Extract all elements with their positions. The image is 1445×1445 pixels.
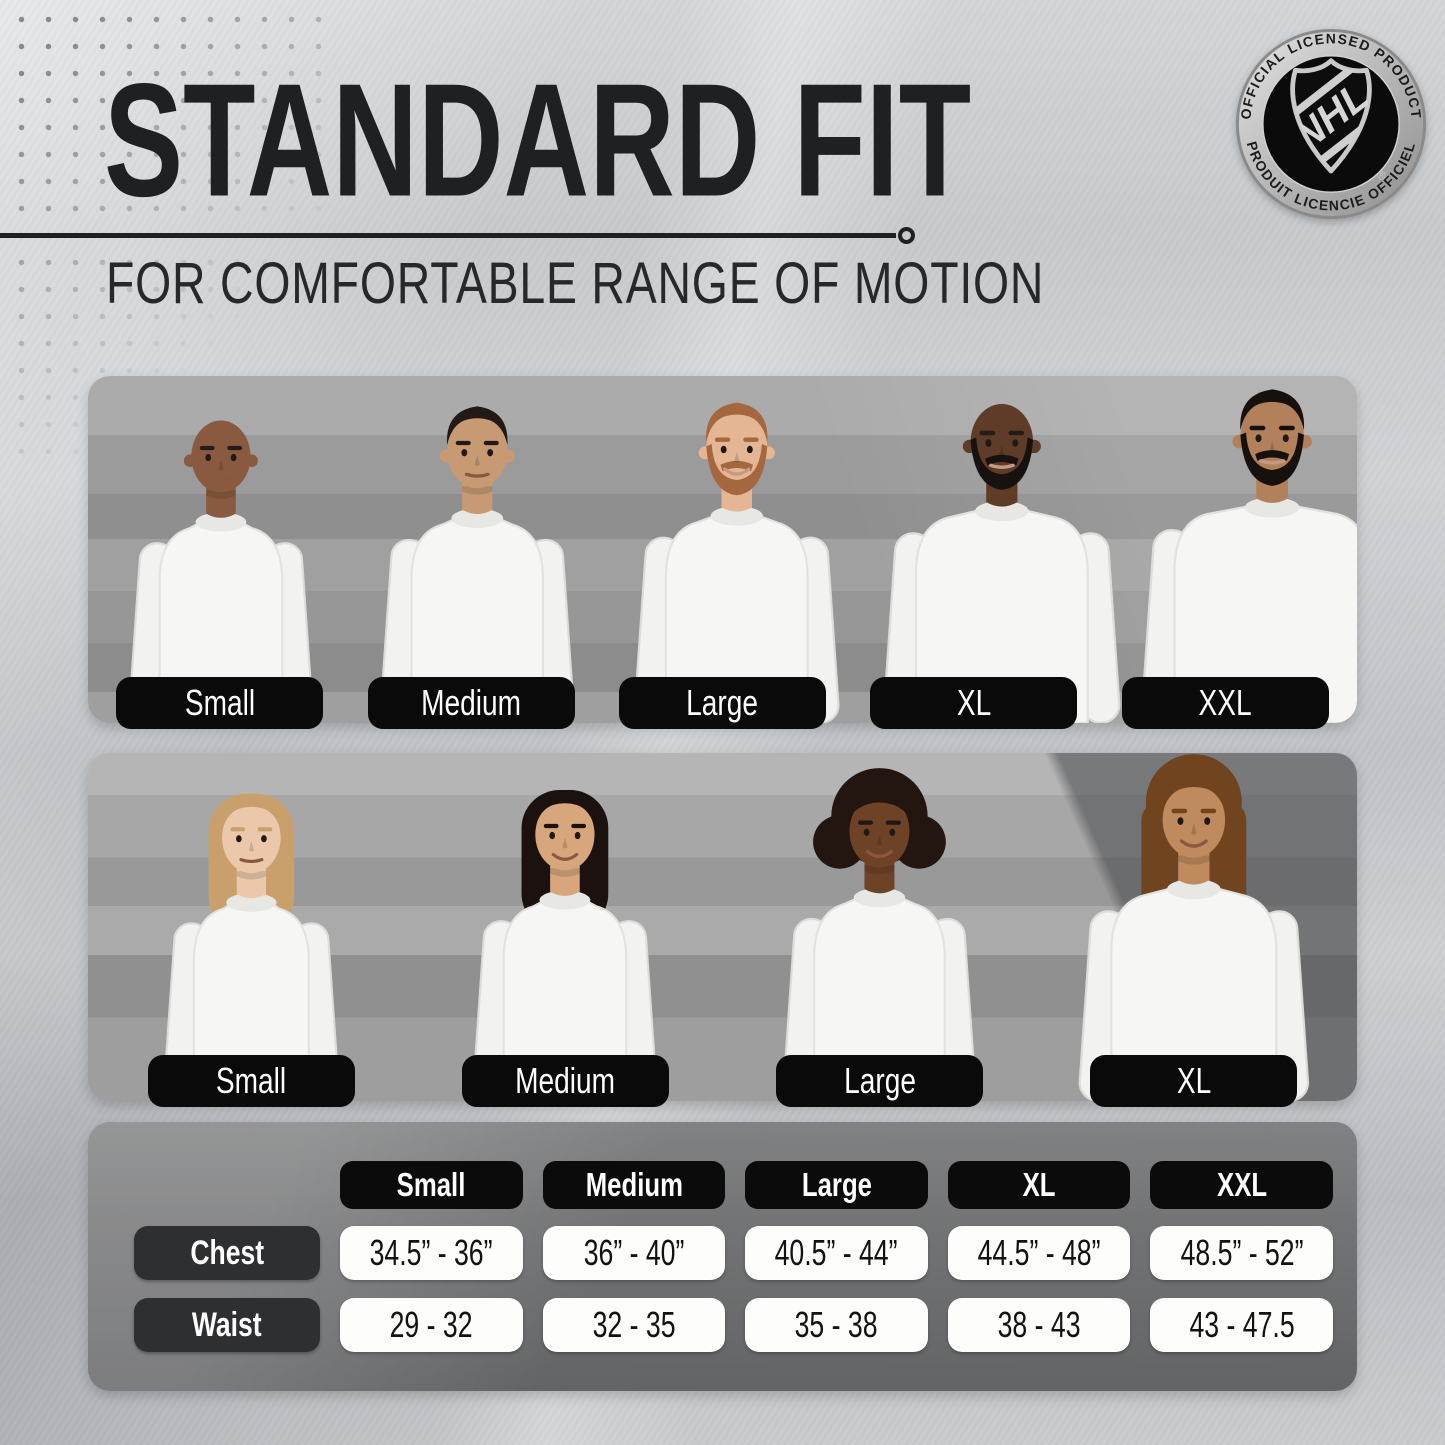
table-value-cell: 43 - 47.5 bbox=[1150, 1298, 1333, 1353]
model-slot-xl bbox=[1037, 753, 1351, 1101]
size-table: Small Medium Large XL XXL Chest 34.5” - 36” 36”… bbox=[88, 1122, 1357, 1391]
men-models-row bbox=[88, 376, 1357, 723]
women-models-row bbox=[88, 753, 1357, 1101]
size-label: Small bbox=[184, 682, 255, 723]
table-value-cell: 36” - 40” bbox=[542, 1226, 726, 1281]
table-value-cell: 44.5” - 48” bbox=[947, 1226, 1131, 1281]
men-sizes-panel: Small Medium Large XL XXL bbox=[88, 376, 1357, 729]
table-value-cell: 32 - 35 bbox=[542, 1298, 726, 1353]
person-figure bbox=[782, 768, 977, 1101]
size-label-pill: XL bbox=[1090, 1055, 1298, 1107]
page-subtitle: FOR COMFORTABLE RANGE OF MOTION bbox=[106, 251, 1045, 316]
person-figure bbox=[634, 402, 840, 723]
size-label: Large bbox=[843, 1060, 916, 1101]
table-value-cell: 29 - 32 bbox=[340, 1298, 523, 1353]
model-slot-medium bbox=[408, 753, 722, 1101]
table-header-xxl: XXL bbox=[1150, 1160, 1333, 1209]
size-label-pill: Small bbox=[147, 1055, 355, 1107]
size-label: Large bbox=[686, 682, 759, 723]
model-slot-xxl bbox=[1136, 376, 1357, 723]
nhl-official-licensed-badge: OFFICIAL LICENSED PRODUCT PRODUIT LICENC… bbox=[1235, 28, 1427, 220]
size-label-pill: XL bbox=[870, 677, 1078, 729]
person-figure bbox=[163, 793, 340, 1101]
model-slot-large bbox=[723, 753, 1037, 1101]
table-corner-spacer bbox=[134, 1161, 320, 1209]
size-label: XL bbox=[956, 682, 992, 723]
page-title: STANDARD FIT bbox=[104, 50, 972, 231]
table-header-medium: Medium bbox=[542, 1160, 726, 1209]
table-row-label-waist: Waist bbox=[134, 1298, 320, 1353]
table-header-large: Large bbox=[745, 1160, 928, 1209]
person-figure bbox=[379, 406, 575, 723]
size-label-pill: XXL bbox=[1121, 677, 1329, 729]
size-label: Medium bbox=[515, 1060, 616, 1101]
size-label: Small bbox=[216, 1060, 287, 1101]
men-size-labels-row: Small Medium Large XL XXL bbox=[88, 677, 1357, 729]
model-slot-small bbox=[94, 376, 348, 723]
size-label: XL bbox=[1176, 1060, 1212, 1101]
model-slot-xl bbox=[868, 376, 1136, 723]
women-size-labels-row: Small Medium Large XL bbox=[88, 1055, 1357, 1107]
person-figure bbox=[473, 790, 658, 1101]
table-header-small: Small bbox=[340, 1160, 523, 1209]
size-label-pill: Large bbox=[776, 1055, 984, 1107]
table-value-cell: 48.5” - 52” bbox=[1150, 1226, 1333, 1281]
table-header-xl: XL bbox=[947, 1160, 1131, 1209]
size-label: XXL bbox=[1198, 682, 1252, 723]
women-sizes-panel: Small Medium Large XL bbox=[88, 753, 1357, 1107]
table-value-cell: 40.5” - 44” bbox=[745, 1226, 928, 1281]
size-label: Medium bbox=[421, 682, 522, 723]
person-figure bbox=[128, 420, 314, 723]
size-label-pill: Medium bbox=[461, 1055, 669, 1107]
divider-line bbox=[0, 227, 915, 244]
table-value-cell: 35 - 38 bbox=[745, 1298, 928, 1353]
size-label-pill: Small bbox=[116, 677, 324, 729]
person-figure bbox=[1140, 389, 1357, 723]
size-chart-panel: Small Medium Large XL XXL Chest 34.5” - 36” 36”… bbox=[88, 1122, 1357, 1391]
divider-end-ring bbox=[898, 227, 915, 244]
person-figure bbox=[1078, 754, 1310, 1101]
nhl-shield-icon bbox=[1290, 58, 1372, 174]
size-label-pill: Large bbox=[619, 677, 827, 729]
table-value-cell: 34.5” - 36” bbox=[340, 1226, 523, 1281]
model-slot-medium bbox=[348, 376, 606, 723]
model-slot-small bbox=[94, 753, 408, 1101]
model-slot-large bbox=[606, 376, 868, 723]
table-value-cell: 38 - 43 bbox=[947, 1298, 1131, 1353]
person-figure bbox=[883, 404, 1121, 723]
registered-mark: ® bbox=[1377, 171, 1386, 183]
table-row-label-chest: Chest bbox=[134, 1226, 320, 1281]
size-label-pill: Medium bbox=[367, 677, 575, 729]
